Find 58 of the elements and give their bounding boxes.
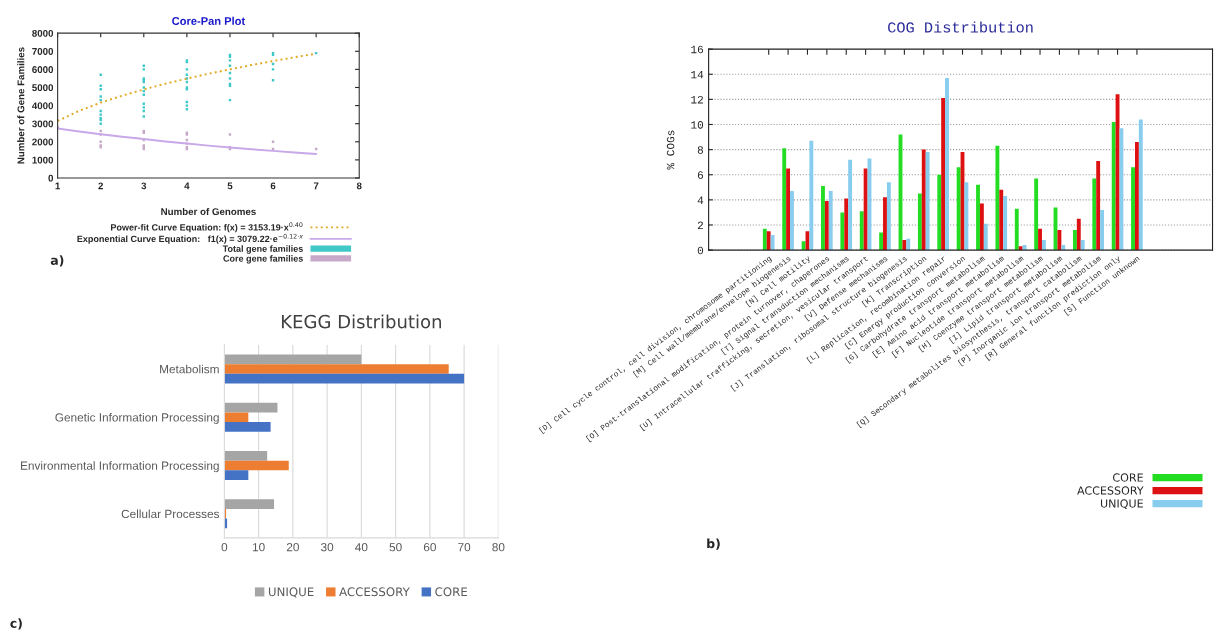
chart-title: COG Distribution <box>888 21 1033 33</box>
x-tick-label: 0 <box>221 543 228 552</box>
legend-label: UNIQUE <box>268 587 314 598</box>
chart-title: KEGG Distribution <box>281 314 441 329</box>
legend-label: Total gene families <box>222 245 303 254</box>
y-tick-label: 12 <box>691 95 703 104</box>
x-tick-label: 40 <box>355 543 368 552</box>
y-tick-label: 8000 <box>32 29 54 37</box>
x-tick-label: 10 <box>252 543 265 552</box>
y-tick-label: 4 <box>697 196 704 204</box>
text: b) <box>707 538 720 550</box>
y-axis-title: % COGs <box>666 130 675 170</box>
x-tick-label: 60 <box>423 543 436 552</box>
legend-label: ACCESSORY <box>1077 486 1144 495</box>
legend-label: ACCESSORY <box>339 587 410 597</box>
y-tick-label: 7000 <box>32 48 54 55</box>
legend-label: Power-fit Curve Equation: f(x) = 3153.19·x$^{0.40}$ <box>111 222 303 233</box>
x-tick-label: 50 <box>389 543 402 552</box>
y-tick-label: 8 <box>697 146 704 154</box>
x-tick-label: 30 <box>321 543 334 552</box>
legend-label: Core gene families <box>223 255 303 264</box>
x-tick-label: 3 <box>141 182 147 190</box>
y-tick-label: 2000 <box>32 138 54 146</box>
text: c) <box>10 618 22 630</box>
y-tick-label: 3000 <box>32 120 54 128</box>
x-tick-label: 1 <box>55 182 61 190</box>
x-tick-label: 5 <box>227 182 233 190</box>
y-tick-label: 5000 <box>32 84 54 92</box>
chart-title: Core-Pan Plot <box>172 16 246 25</box>
y-axis-title: Number of Gene Families <box>17 47 25 164</box>
legend-label: CORE <box>435 587 468 597</box>
y-tick-label: 14 <box>691 70 704 79</box>
x-tick-label: 4 <box>184 182 190 190</box>
y-tick-label: Metabolism <box>160 364 219 374</box>
y-tick-label: 16 <box>691 45 704 54</box>
y-tick-label: 6 <box>697 171 704 179</box>
y-tick-label: 6000 <box>32 66 54 73</box>
x-tick-label: 80 <box>492 543 505 552</box>
legend-label: UNIQUE <box>1100 499 1143 509</box>
y-tick-label: 4000 <box>31 102 54 110</box>
x-tick-label: 70 <box>458 543 471 552</box>
x-tick-label: 2 <box>98 182 104 190</box>
y-tick-label: Environmental Information Processing <box>21 461 219 473</box>
x-tick-label: 20 <box>286 543 299 552</box>
y-tick-label: 10 <box>691 121 704 129</box>
y-tick-label: 1000 <box>32 156 54 164</box>
y-tick-label: 0 <box>48 174 54 182</box>
y-tick-label: Genetic Information Processing <box>55 412 219 424</box>
x-axis-title: Number of Genomes <box>161 207 256 216</box>
x-tick-label: 8 <box>356 182 362 190</box>
y-tick-label: 2 <box>697 221 703 229</box>
legend-label: CORE <box>1113 473 1143 482</box>
y-tick-label: Cellular Processes <box>121 509 220 519</box>
x-tick-label: 6 <box>270 182 276 190</box>
y-tick-label: 0 <box>697 246 704 255</box>
text: a) <box>50 255 64 267</box>
x-tick-label: 7 <box>313 182 319 190</box>
legend-label: Exponential Curve Equation: f1(x) = 3079.22·e$^{−0.12·x}$ <box>77 233 304 244</box>
